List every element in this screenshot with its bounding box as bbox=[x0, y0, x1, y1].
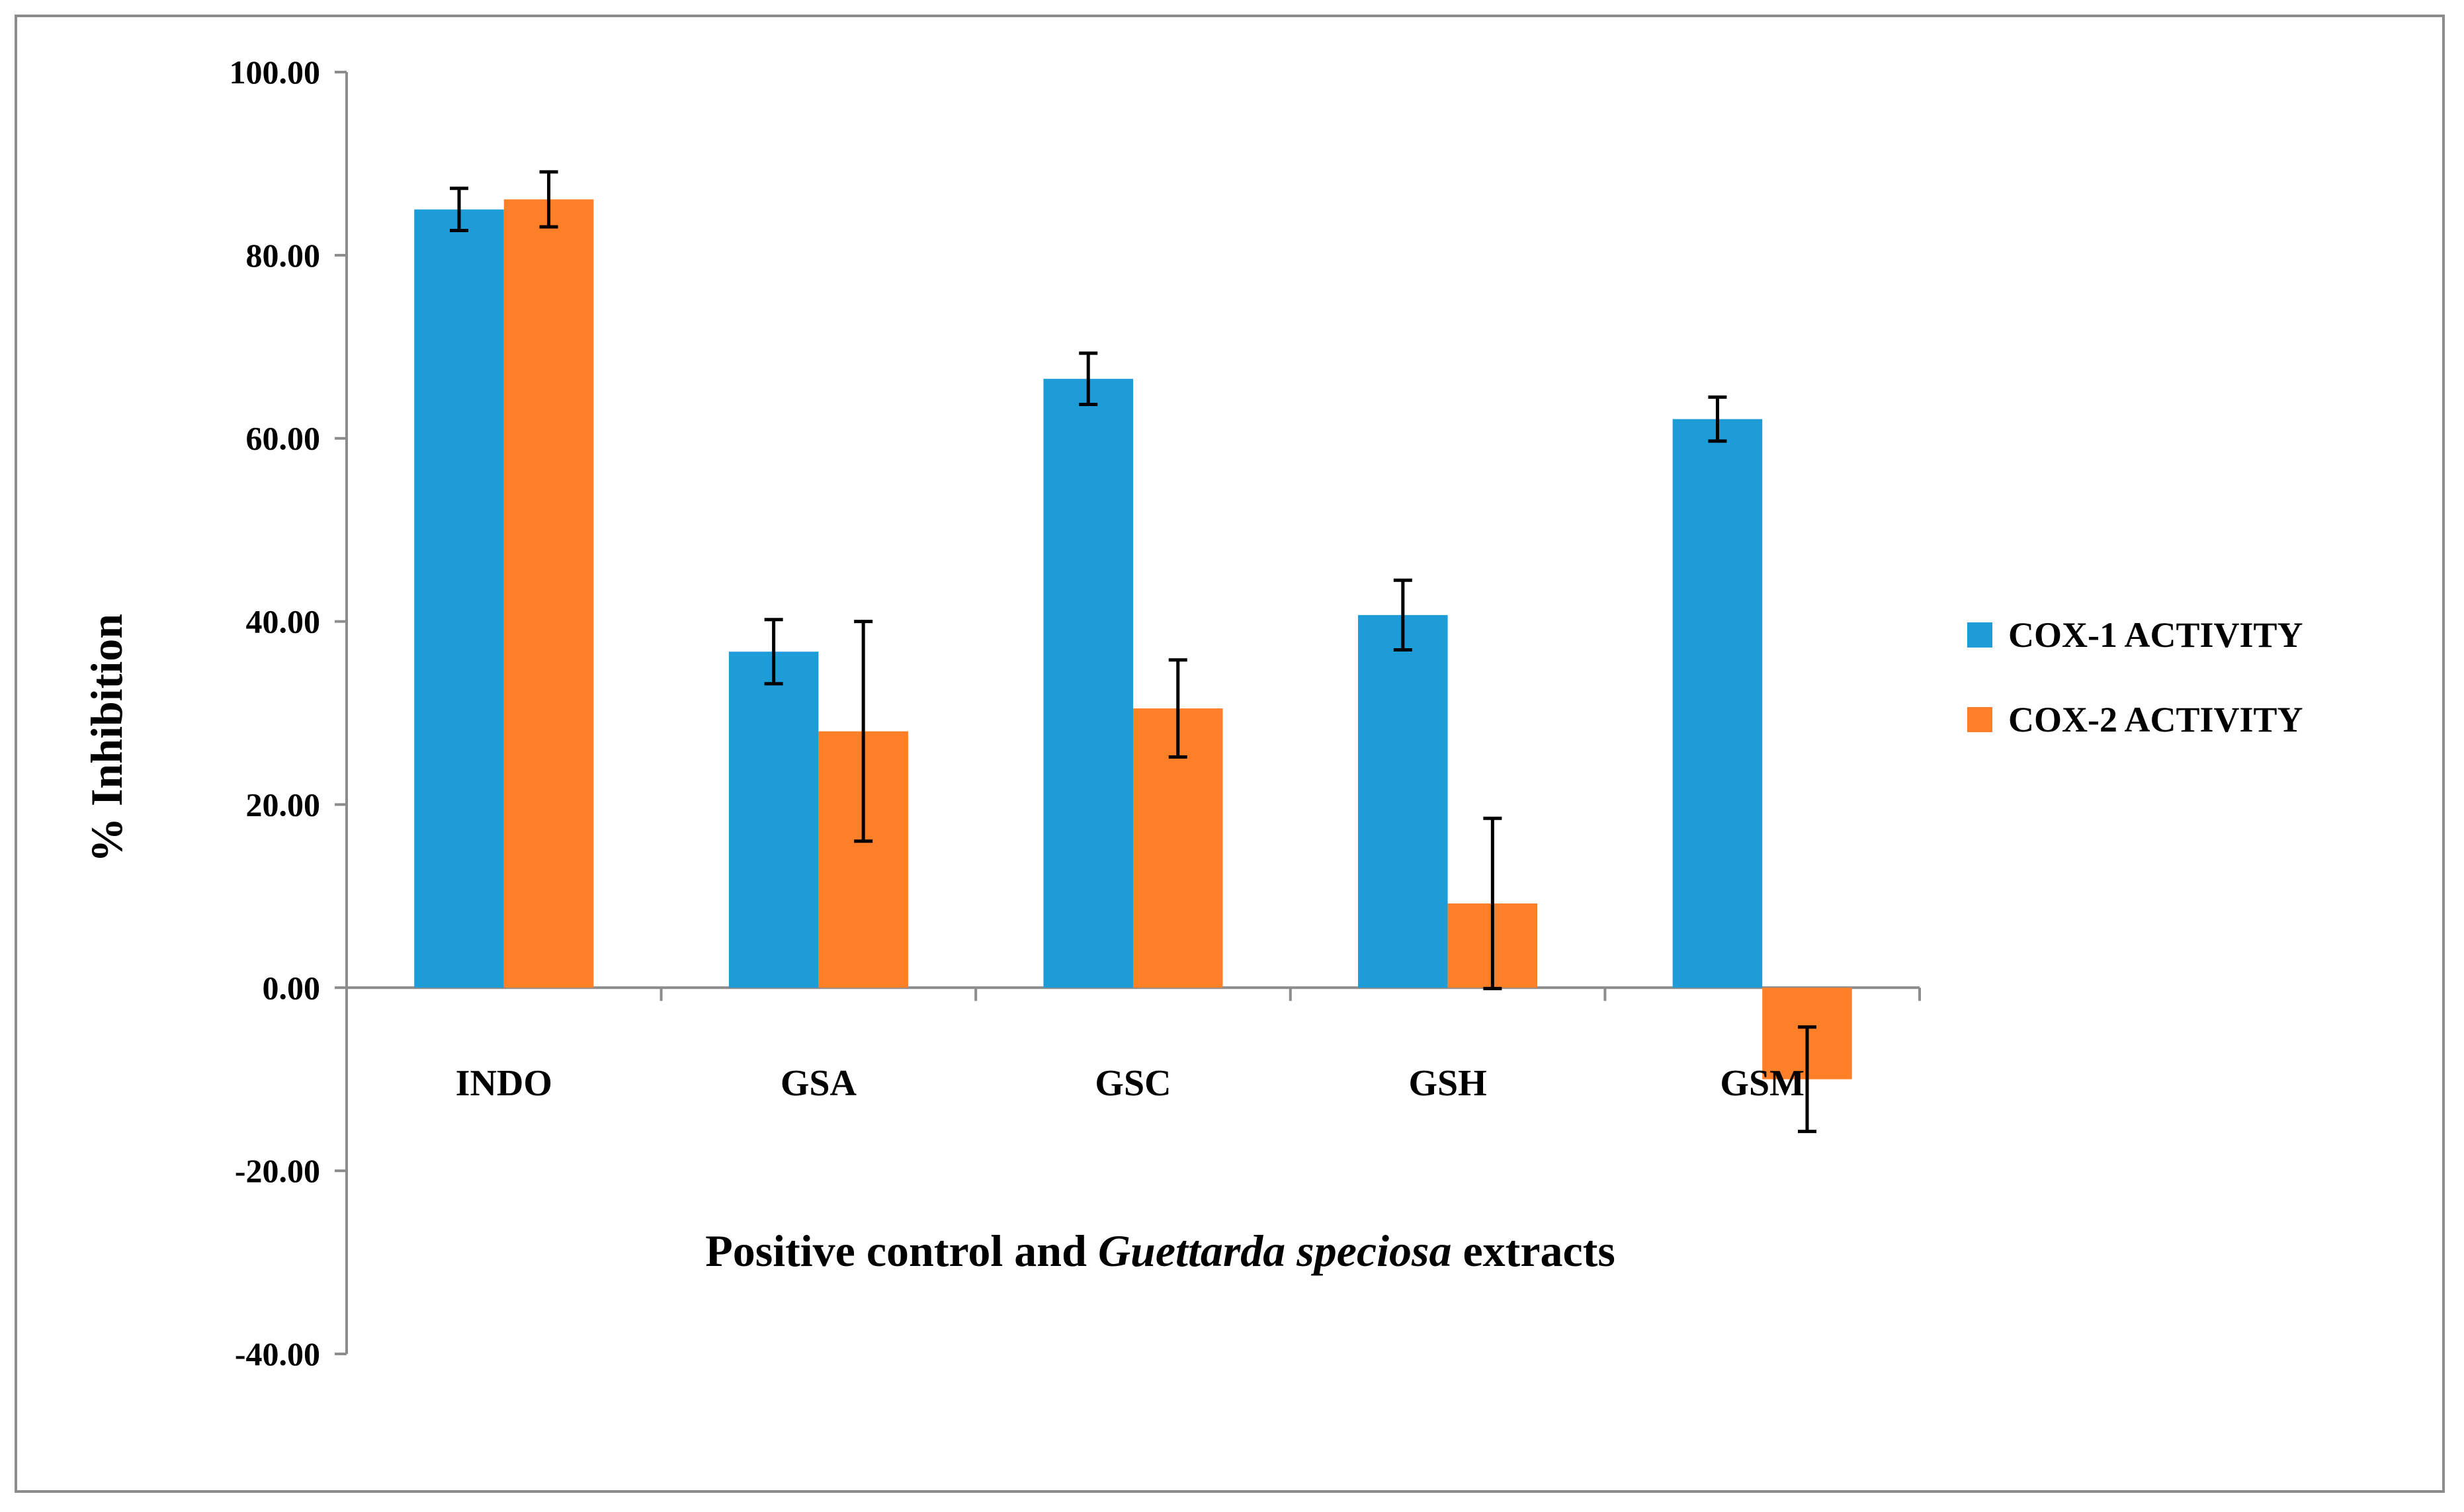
chart-frame: 100.00 80.00 60.00 40.00 20.00 0.00 -20.00 -40.… bbox=[15, 15, 2445, 1493]
y-tick-label: 20.00 bbox=[246, 786, 321, 823]
bar-cox-1-gsh bbox=[1358, 614, 1448, 988]
legend-label-cox2: COX-2 ACTIVITY bbox=[2008, 700, 2303, 739]
y-tick-label: 60.00 bbox=[246, 420, 321, 457]
x-category-label: GSC bbox=[1095, 1063, 1171, 1104]
legend-swatch-cox1 bbox=[1967, 622, 1992, 648]
y-axis-title: % Inhibition bbox=[81, 614, 132, 862]
y-tick-label: -20.00 bbox=[235, 1152, 320, 1189]
x-axis-title-suffix: extracts bbox=[1452, 1226, 1615, 1276]
x-axis-title-italic: Guettarda speciosa bbox=[1098, 1226, 1452, 1276]
y-tick-label: 80.00 bbox=[246, 237, 321, 274]
bar-cox-1-gsc bbox=[1043, 378, 1133, 988]
bar-cox-1-gsa bbox=[728, 651, 819, 988]
y-tick-label: 0.00 bbox=[263, 969, 321, 1006]
plot-area: 100.00 80.00 60.00 40.00 20.00 0.00 -20.00 -40.… bbox=[230, 54, 1921, 1372]
y-tick-label: 100.00 bbox=[230, 54, 321, 91]
chart-canvas: 100.00 80.00 60.00 40.00 20.00 0.00 -20.00 -40.… bbox=[81, 54, 2303, 1372]
bar-cox-1-gsm bbox=[1672, 419, 1763, 988]
y-tick-label: 40.00 bbox=[246, 603, 321, 640]
y-tick-label: -40.00 bbox=[235, 1335, 320, 1372]
bar-cox-1-indo bbox=[414, 209, 504, 988]
legend-label-cox1: COX-1 ACTIVITY bbox=[2008, 615, 2303, 655]
legend: COX-1 ACTIVITY COX-2 ACTIVITY bbox=[1967, 615, 2303, 739]
legend-swatch-cox2 bbox=[1967, 707, 1992, 732]
x-category-label: INDO bbox=[456, 1063, 552, 1104]
x-category-label: GSA bbox=[781, 1063, 857, 1104]
x-category-label: GSM bbox=[1720, 1063, 1805, 1104]
x-axis-title-prefix: Positive control and bbox=[705, 1226, 1098, 1276]
x-axis-title: Positive control and Guettarda speciosa … bbox=[705, 1226, 1615, 1276]
bar-cox-2-indo bbox=[503, 199, 594, 988]
x-category-label: GSH bbox=[1408, 1063, 1486, 1104]
